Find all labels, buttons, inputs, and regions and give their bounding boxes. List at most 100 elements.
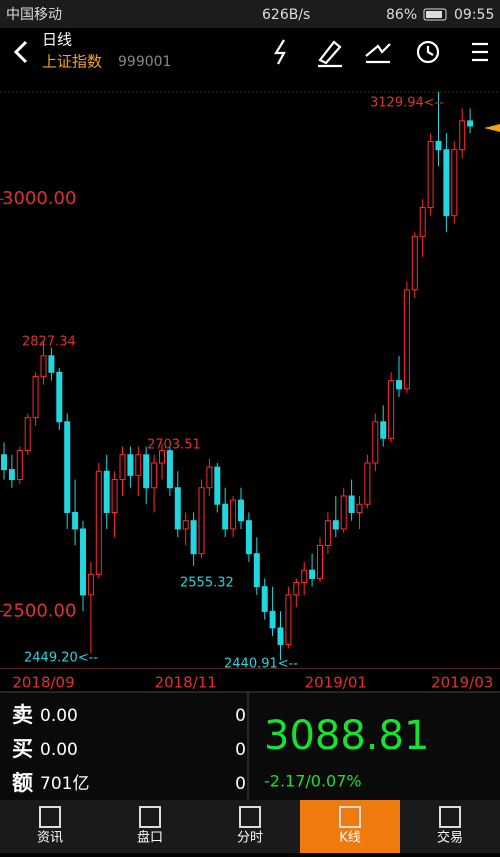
carrier: 中国移动 <box>6 7 62 23</box>
extreme-label: 2449.20<-- <box>24 651 98 666</box>
battery-level <box>426 11 442 18</box>
candle-body <box>8 469 15 480</box>
extreme-label: 3129.94<-- <box>370 96 444 111</box>
tab-icon <box>239 806 261 828</box>
period: 日线 <box>42 31 72 49</box>
candle-body <box>277 627 284 645</box>
quote-value: 0.00 <box>40 740 78 760</box>
quote-volume: 0 <box>235 740 246 760</box>
candle-body <box>87 573 94 596</box>
quote-label: 买 <box>12 737 33 761</box>
clock: 09:55 <box>454 7 494 23</box>
candle-body <box>95 470 102 575</box>
x-tick-label: 2019/03 <box>431 674 493 692</box>
candle-body <box>317 544 323 579</box>
candle-body <box>64 421 71 513</box>
candle-body <box>214 466 221 505</box>
candle-body <box>293 582 300 596</box>
tab-label[interactable]: 盘口 <box>137 830 163 846</box>
draw-icon[interactable] <box>318 40 342 68</box>
candle-body <box>396 380 402 390</box>
candle-body <box>151 462 158 489</box>
candle-body <box>190 520 197 555</box>
quote-value: 0.00 <box>40 706 78 726</box>
chart: 2500.00 3000.00 2018/09 2018/11 2019/01 2019/… <box>0 92 493 692</box>
candle-body <box>388 380 395 439</box>
candle-body <box>32 375 39 419</box>
tab-label[interactable]: 分时 <box>237 831 263 846</box>
candle-body <box>340 495 347 530</box>
back-button[interactable] <box>13 40 28 64</box>
candle-body <box>403 289 410 390</box>
net-speed: 626B/s <box>262 7 310 23</box>
candle-body <box>159 450 165 464</box>
tab-icon <box>39 806 61 828</box>
candle-body <box>348 495 355 513</box>
candle-body <box>332 520 339 530</box>
tab-icon <box>139 806 161 828</box>
candle-body <box>143 454 150 489</box>
battery: 86% <box>386 7 417 23</box>
y-tick-label: 2500.00 <box>2 600 76 621</box>
candle-body <box>230 499 237 530</box>
candle-body <box>206 466 213 489</box>
change: -2.17/0.07% <box>264 772 362 791</box>
extreme-label: 2555.32 <box>180 576 234 591</box>
candle-body <box>1 454 7 471</box>
candle-body <box>364 462 371 505</box>
candle-body <box>245 520 252 555</box>
candle-body <box>301 569 308 584</box>
x-tick-label: 2019/01 <box>305 674 367 692</box>
candle-body <box>56 371 63 423</box>
candle-body <box>372 421 379 464</box>
tab-label[interactable]: 交易 <box>437 830 463 846</box>
extreme-label: 2827.34 <box>22 335 76 350</box>
candle-body <box>40 355 47 377</box>
index-code: 999001 <box>118 54 171 70</box>
quote-label: 卖 <box>12 703 33 727</box>
candle-body <box>443 149 450 217</box>
candle-body <box>48 355 55 373</box>
flash-icon[interactable] <box>274 39 286 65</box>
quote-volume: 0 <box>235 706 246 726</box>
candle-body <box>467 120 474 127</box>
candle-body <box>309 569 316 579</box>
battery-icon <box>423 8 447 21</box>
tab-label[interactable]: 资讯 <box>37 831 63 846</box>
extreme-label: 2440.91<-- <box>224 657 298 672</box>
tab-icon <box>339 806 361 828</box>
candle-body <box>80 528 86 596</box>
candle-body <box>135 454 142 476</box>
price: 3088.81 <box>264 713 429 759</box>
candle-body <box>16 450 23 480</box>
candle-body <box>222 503 229 530</box>
candle-body <box>261 586 268 612</box>
menu-icon[interactable] <box>472 42 488 62</box>
tab-label[interactable]: K线 <box>339 831 361 846</box>
candle-body <box>238 499 244 522</box>
candle-body <box>111 478 118 513</box>
quote-volume: 0 <box>235 774 246 794</box>
candle-body <box>285 594 292 645</box>
candle-body <box>127 454 134 476</box>
indicator-icon[interactable] <box>365 43 391 64</box>
candle-body <box>119 454 126 480</box>
candle-body <box>269 610 276 629</box>
price-pointer <box>484 124 500 132</box>
y-tick-label: 3000.00 <box>2 188 76 209</box>
candle-body <box>380 421 387 439</box>
candle-body <box>24 417 31 452</box>
quote-panel <box>0 692 500 800</box>
x-tick-label: 2018/09 <box>12 674 74 692</box>
candle-body <box>182 520 189 530</box>
axis-line <box>0 668 500 669</box>
candle-body <box>72 511 79 530</box>
candle-body <box>103 470 110 513</box>
status-bar <box>0 0 500 28</box>
candle-body <box>166 450 173 489</box>
candle-body <box>324 520 331 546</box>
candle-body <box>451 149 458 217</box>
history-icon[interactable] <box>416 40 440 64</box>
